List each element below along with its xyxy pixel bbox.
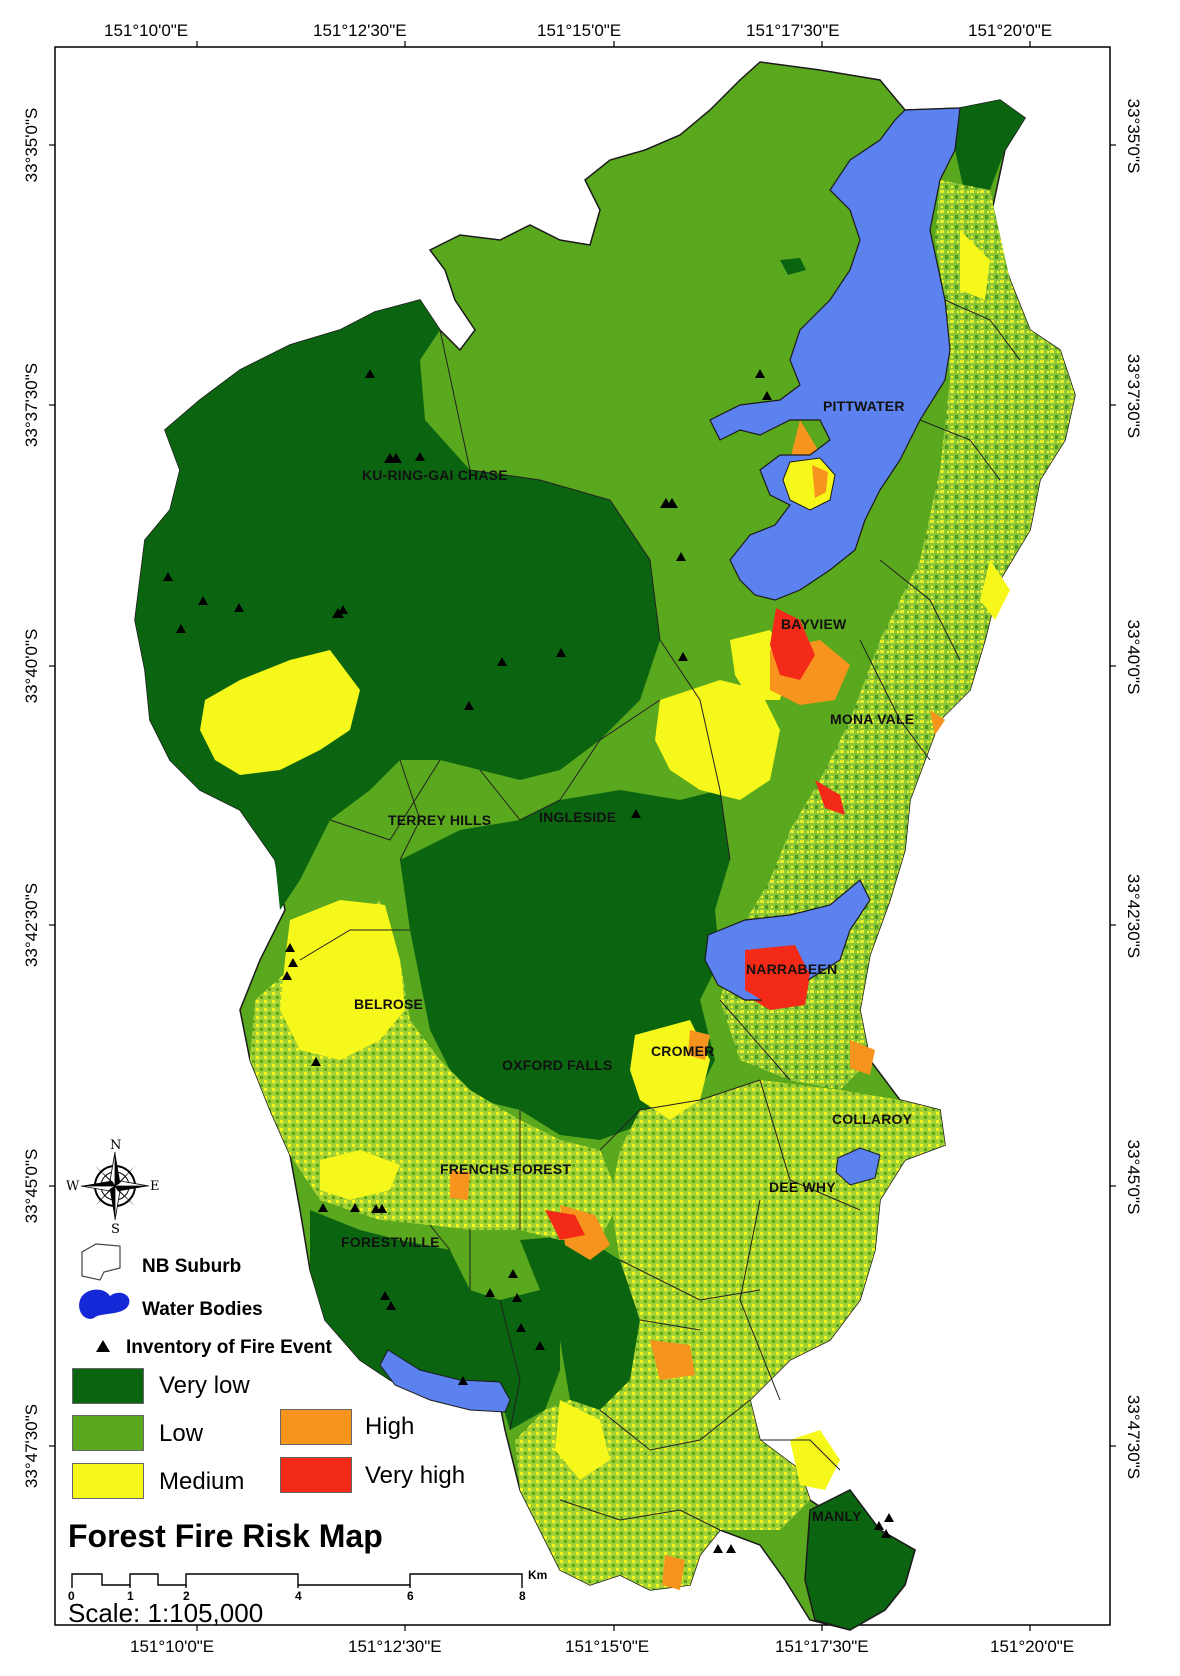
compass-w-label: W [66, 1179, 80, 1194]
scale-tick-2: 2 [183, 1589, 190, 1603]
legend-suburb-label: NB Suburb [142, 1256, 242, 1277]
scale-tick-8: 8 [519, 1589, 526, 1603]
scale-unit: Km [528, 1568, 548, 1582]
scale-bar [71, 1573, 523, 1588]
legend-label-high: High [365, 1413, 415, 1440]
risk-medium-patches [200, 230, 1010, 1490]
fire-event-triangle-icon [96, 1340, 110, 1352]
place-label-belrose: BELROSE [354, 996, 424, 1012]
coord-bottom-1: 151°10'0"E [130, 1637, 215, 1656]
coord-bottom-5: 151°20'0"E [990, 1637, 1075, 1656]
place-label-cromer: CROMER [651, 1043, 715, 1059]
compass-rose-icon [80, 1151, 150, 1221]
land-very-low-south [310, 1210, 560, 1430]
scale-text: Scale: 1:105,000 [68, 1598, 264, 1628]
land-very-low-south-2 [520, 1235, 640, 1410]
scale-tick-6: 6 [407, 1589, 414, 1603]
place-label-oxford-falls: OXFORD FALLS [502, 1057, 613, 1073]
coord-top-1: 151°10'0"E [104, 21, 189, 40]
suburb-outline-icon [81, 1243, 121, 1281]
land-urban-east [720, 180, 1075, 1090]
coord-left-3: 33°40'0"S [22, 628, 41, 704]
coord-right-2: 33°37'30"S [1124, 353, 1143, 439]
place-label-narrabeen: NARRABEEN [746, 961, 838, 977]
place-label-dee-why: DEE WHY [769, 1179, 836, 1195]
water-deewhy [835, 1147, 881, 1186]
land-very-low-manly [804, 1489, 916, 1631]
coord-top-3: 151°15'0"E [537, 21, 622, 40]
islet-dark [780, 258, 806, 275]
legend-swatch-high [280, 1409, 352, 1445]
map-title: Forest Fire Risk Map [68, 1518, 383, 1554]
scale-tick-4: 4 [295, 1589, 302, 1603]
place-label-ku-ring-gai-chase: KU-RING-GAI CHASE [362, 467, 508, 483]
place-label-frenchs-forest: FRENCHS FOREST [440, 1161, 572, 1177]
place-label-forestville: FORESTVILLE [341, 1234, 440, 1250]
place-label-mona-vale: MONA VALE [830, 711, 915, 727]
legend-swatch-medium [72, 1463, 144, 1499]
scale-tick-1: 1 [127, 1589, 134, 1603]
place-label-manly: MANLY [812, 1508, 862, 1524]
coord-bottom-4: 151°17'30"E [775, 1637, 869, 1656]
coord-left-4: 33°42'30"S [22, 882, 41, 968]
legend-fire-event-label: Inventory of Fire Event [126, 1337, 332, 1358]
water-pittwater [709, 107, 961, 601]
legend-label-very-low: Very low [159, 1372, 250, 1399]
legend-label-low: Low [159, 1420, 204, 1447]
coord-left-1: 33°35'0"S [22, 107, 41, 183]
legend-swatch-very-high [280, 1457, 352, 1493]
land-urban-southeast [515, 1080, 945, 1590]
legend-water-label: Water Bodies [142, 1299, 263, 1320]
lagoon-red-zone [745, 945, 810, 1005]
coord-right-1: 33°35'0"S [1124, 98, 1143, 174]
place-label-ingleside: INGLESIDE [539, 809, 617, 825]
legend-label-very-high: Very high [365, 1462, 466, 1489]
compass-n-label: N [110, 1138, 122, 1153]
place-label-collaroy: COLLAROY [832, 1111, 913, 1127]
coord-top-5: 151°20'0"E [968, 21, 1053, 40]
legend-label-medium: Medium [159, 1468, 245, 1495]
coord-top-2: 151°12'30"E [313, 21, 407, 40]
water-middle-harbour [379, 1349, 511, 1413]
suburb-boundaries [299, 299, 1021, 1531]
place-label-terrey-hills: TERREY HILLS [388, 812, 492, 828]
coord-right-4: 33°42'30"S [1124, 873, 1143, 959]
coord-right-3: 33°40'0"S [1124, 619, 1143, 695]
coord-bottom-2: 151°12'30"E [348, 1637, 442, 1656]
coord-left-6: 33°47'30"S [22, 1403, 41, 1489]
land-very-low-ne [955, 100, 1025, 195]
scale-tick-0: 0 [68, 1589, 75, 1603]
compass-s-label: S [111, 1222, 120, 1237]
grid-ticks [49, 41, 1116, 1631]
coord-right-6: 33°47'30"S [1124, 1394, 1143, 1480]
water-body-icon [79, 1289, 130, 1319]
legend-swatch-low [72, 1415, 144, 1451]
fire-event-markers [163, 369, 894, 1553]
coord-right-5: 33°45'0"S [1124, 1139, 1143, 1215]
place-label-pittwater: PITTWATER [823, 398, 905, 414]
legend-swatch-very-low [72, 1368, 144, 1404]
coord-left-5: 33°45'0"S [22, 1148, 41, 1224]
coord-bottom-3: 151°15'0"E [565, 1637, 650, 1656]
compass-e-label: E [150, 1179, 160, 1194]
place-label-bayview: BAYVIEW [781, 616, 847, 632]
coord-left-2: 33°37'30"S [22, 362, 41, 448]
coord-top-4: 151°17'30"E [746, 21, 840, 40]
